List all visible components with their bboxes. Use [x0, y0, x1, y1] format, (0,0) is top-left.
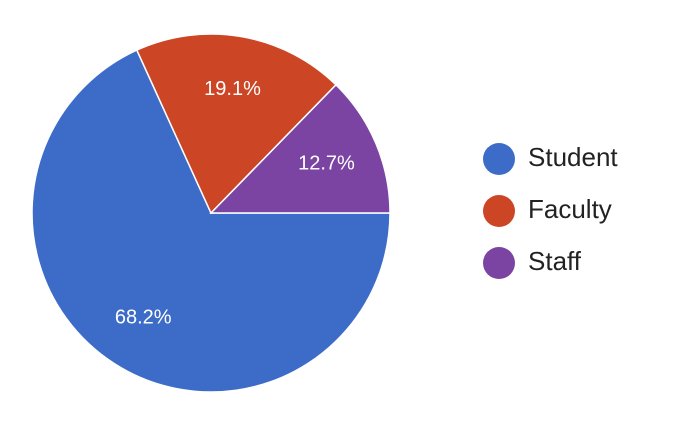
slice-label: 19.1%: [204, 78, 261, 100]
legend-swatch: [483, 195, 515, 227]
legend-label: Faculty: [528, 194, 612, 224]
slice-label: 12.7%: [298, 153, 355, 175]
legend-swatch: [483, 247, 515, 279]
pie-slice: [209, 83, 391, 214]
legend-label: Student: [528, 142, 618, 172]
pie-slice: [135, 33, 338, 215]
legend-label: Staff: [528, 246, 582, 276]
pie-slice: [31, 49, 391, 393]
legend-swatch: [483, 143, 515, 175]
slice-label: 68.2%: [115, 307, 172, 329]
